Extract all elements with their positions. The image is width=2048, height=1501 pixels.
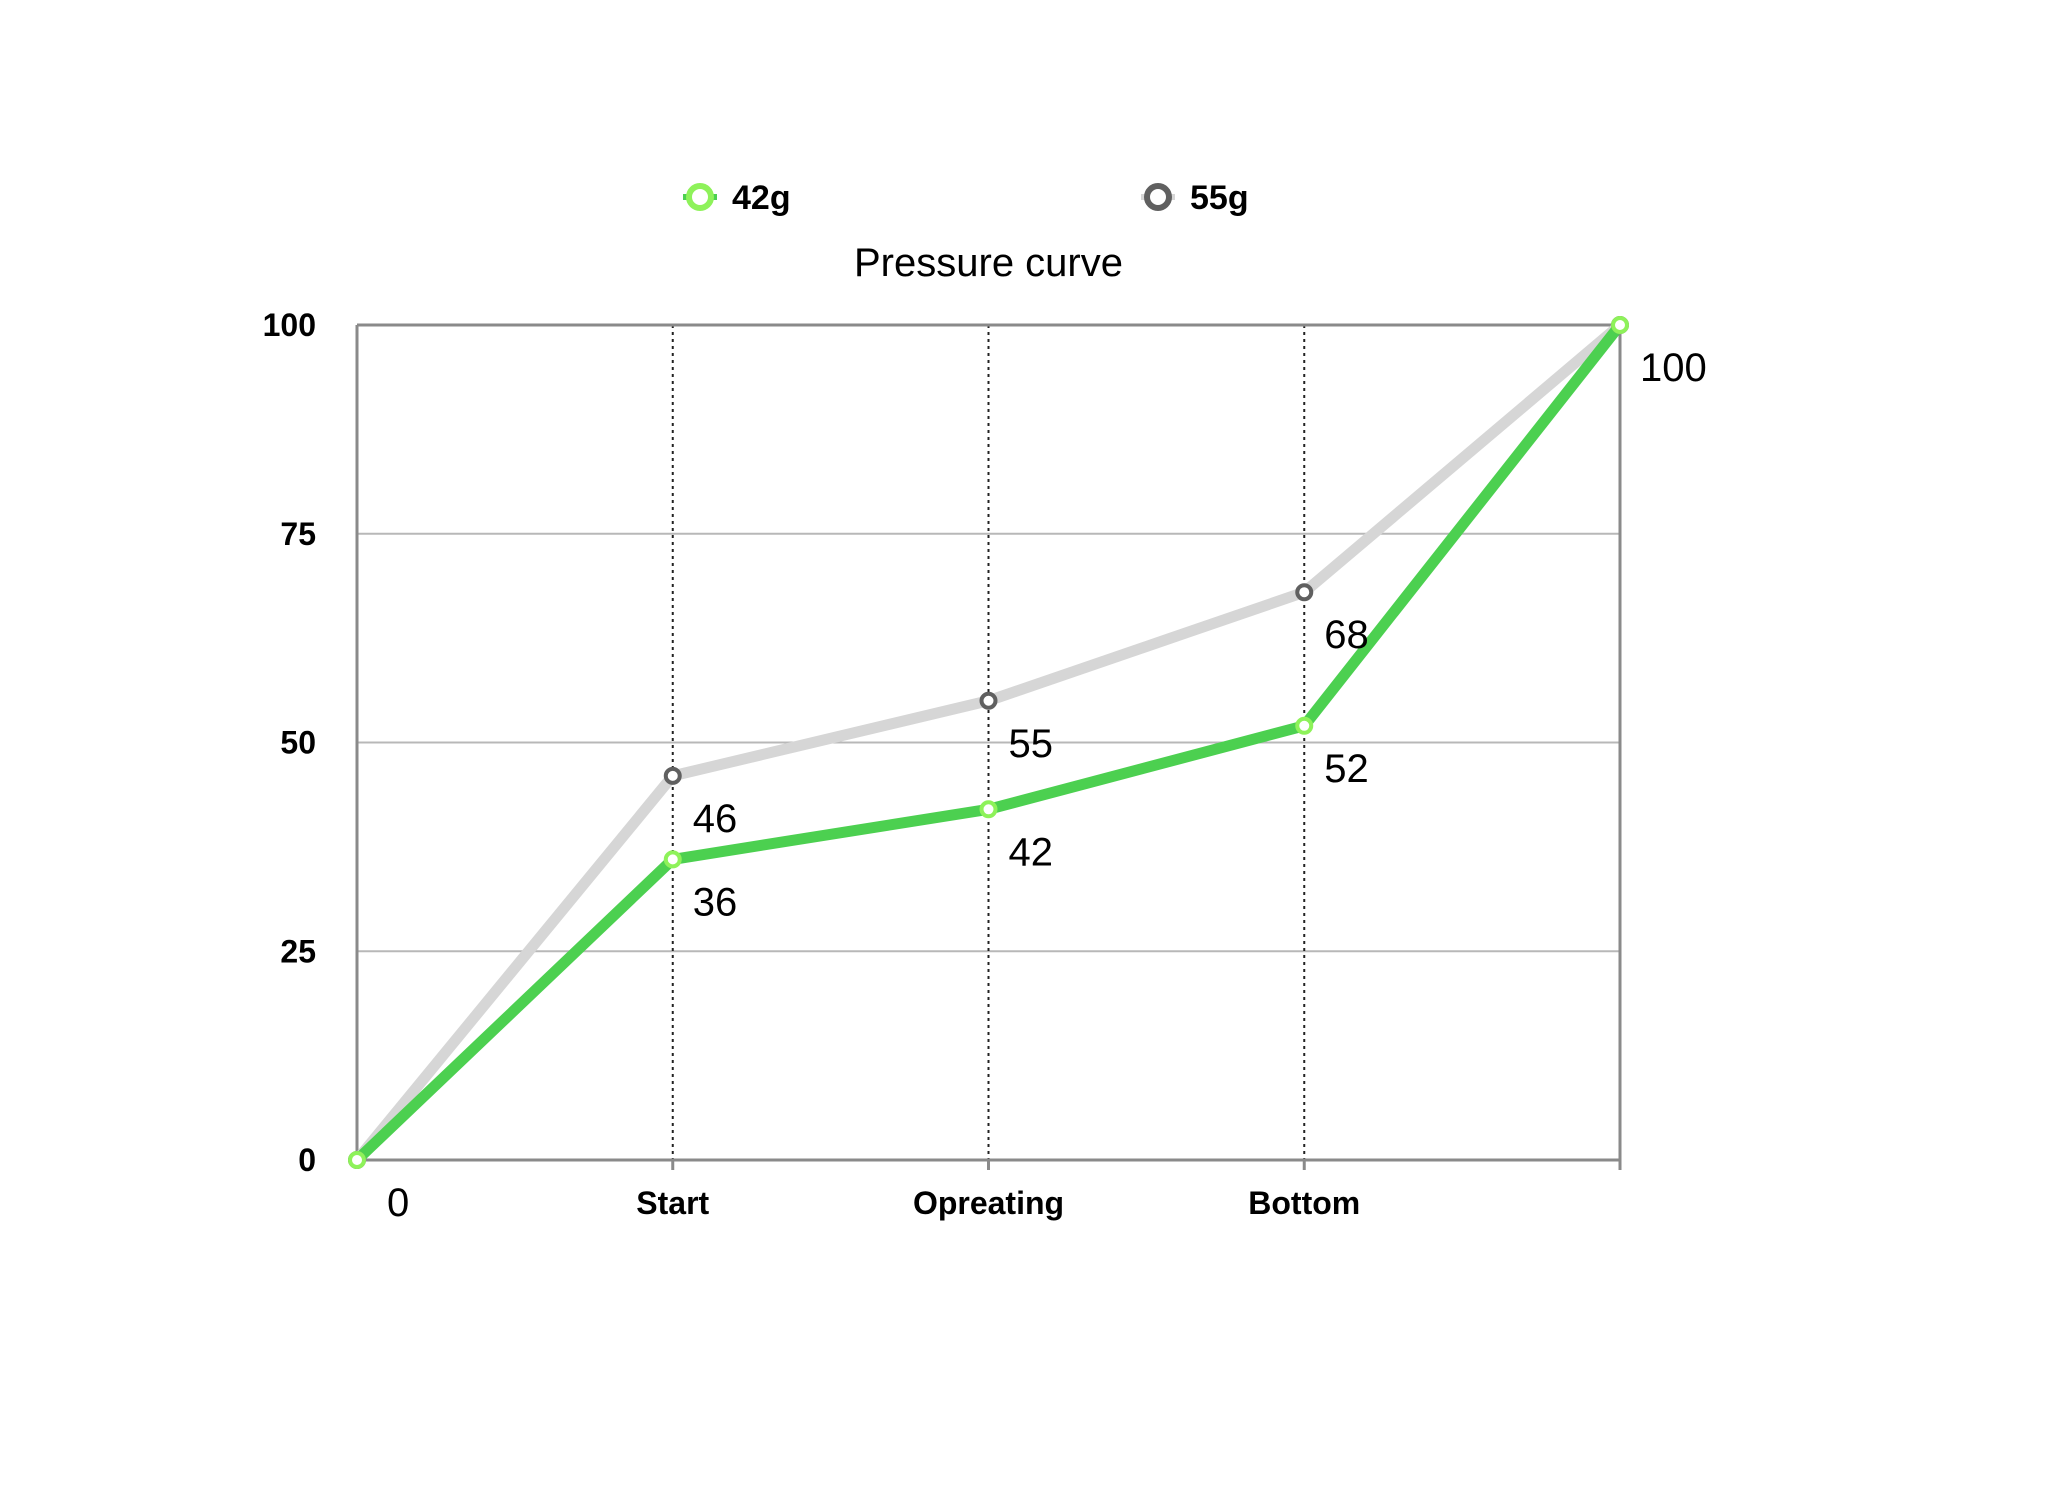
legend: 42g 55g bbox=[683, 179, 1249, 217]
data-label-42g: 100 bbox=[1640, 346, 1707, 390]
data-point-42g bbox=[1611, 316, 1629, 334]
x-tick-label: 0 bbox=[387, 1181, 409, 1225]
chart-title: Pressure curve bbox=[854, 241, 1123, 285]
data-label-55g: 55 bbox=[1009, 722, 1054, 766]
data-point-55g bbox=[1295, 583, 1314, 602]
x-tick-label: Bottom bbox=[1248, 1185, 1360, 1221]
legend-label: 55g bbox=[1190, 179, 1249, 217]
data-point-55g bbox=[979, 691, 998, 710]
data-point-42g bbox=[979, 800, 998, 819]
y-tick-label: 50 bbox=[280, 725, 316, 761]
data-label-42g: 36 bbox=[693, 880, 738, 924]
data-label-42g: 42 bbox=[1009, 830, 1054, 874]
gridlines bbox=[357, 325, 1620, 1160]
data-point-42g bbox=[663, 850, 682, 869]
axes: 0 25 50 75 100 0 Start Opreating Bottom bbox=[263, 307, 1622, 1225]
y-tick-label: 0 bbox=[298, 1142, 316, 1178]
data-label-55g: 68 bbox=[1324, 613, 1369, 657]
data-point-55g bbox=[663, 766, 682, 785]
data-point-42g bbox=[348, 1151, 366, 1169]
legend-label: 42g bbox=[732, 179, 791, 217]
x-tick-label: Opreating bbox=[913, 1185, 1064, 1221]
data-label-42g: 52 bbox=[1324, 747, 1369, 791]
y-tick-label: 25 bbox=[280, 933, 316, 969]
y-tick-label: 75 bbox=[280, 516, 316, 552]
y-tick-label: 100 bbox=[263, 307, 316, 343]
x-tick-label: Start bbox=[636, 1185, 709, 1221]
data-point-42g bbox=[1295, 716, 1314, 735]
legend-marker bbox=[686, 183, 714, 211]
data-labels: 36 42 52 100 46 55 68 bbox=[693, 346, 1707, 924]
legend-marker bbox=[1144, 183, 1172, 211]
data-label-55g: 46 bbox=[693, 797, 738, 841]
series-layer bbox=[348, 316, 1629, 1169]
